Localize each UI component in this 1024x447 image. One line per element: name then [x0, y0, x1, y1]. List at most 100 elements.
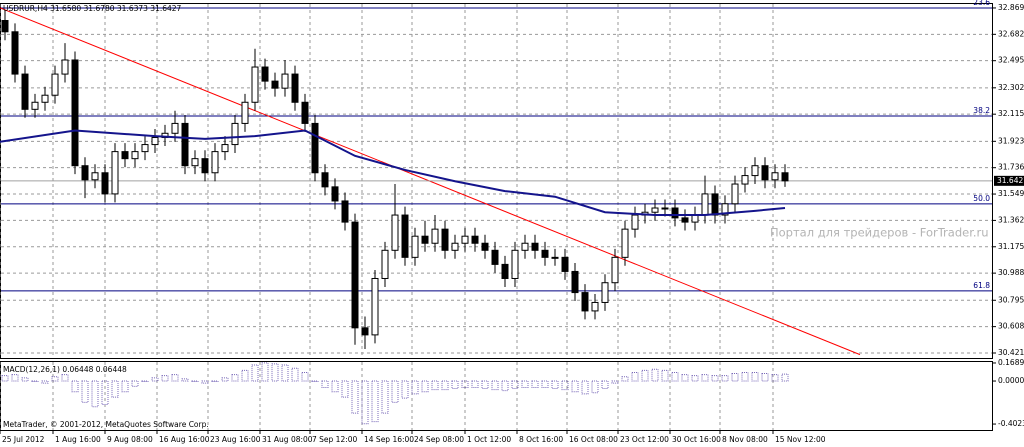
x-tick-label: 14 Sep 16:00 [364, 435, 414, 444]
macd-bar [681, 374, 689, 382]
fib-label: 50.0 [973, 194, 990, 203]
macd-bar [461, 380, 469, 388]
macd-bar [591, 380, 599, 394]
candle-body [581, 292, 589, 312]
candle-body [271, 80, 279, 89]
macd-bar [391, 380, 399, 403]
y-tick-label: 32.3025 [998, 83, 1024, 92]
candle-body [461, 235, 469, 244]
x-tick-label: 31 Aug 08:00 [262, 435, 313, 444]
candle-body [471, 235, 479, 244]
candle-body [341, 200, 349, 223]
candle-body [411, 235, 419, 258]
x-tick-label: 23 Oct 12:00 [620, 435, 669, 444]
macd-bar [61, 374, 69, 382]
y-tick-label: 31.9230 [998, 136, 1024, 145]
candle-body [591, 301, 599, 312]
macd-bar [41, 380, 49, 384]
candle-body [311, 122, 319, 174]
macd-bar [701, 374, 709, 382]
candle-body [701, 193, 709, 216]
candle-body [441, 228, 449, 251]
macd-bar [491, 380, 499, 391]
macd-bar [741, 371, 749, 382]
candle-body [301, 101, 309, 124]
candle-body [51, 73, 59, 96]
macd-bar [361, 380, 369, 425]
macd-bar [531, 380, 539, 388]
fib-label: 61.8 [973, 281, 990, 290]
candle-body [31, 101, 39, 110]
x-tick-label: 8 Nov 08:00 [722, 435, 768, 444]
candle-body [521, 242, 529, 251]
candle-body [671, 207, 679, 219]
x-tick-label: 15 Nov 12:00 [775, 435, 826, 444]
candle-body [351, 221, 359, 329]
header: USDRUR,H4 31.6580 31.6780 31.6373 31.642… [3, 4, 182, 13]
macd-bar [21, 377, 29, 382]
candle-body [491, 249, 499, 265]
candle-body [651, 207, 659, 213]
candle-body [751, 165, 759, 177]
macd-bar [731, 373, 739, 382]
candle-body [261, 66, 269, 82]
candle-body [171, 122, 179, 134]
x-tick-label: 1 Aug 16:00 [55, 435, 101, 444]
y-tick-label: 30.6085 [998, 322, 1024, 331]
candle-body [361, 327, 369, 336]
candle-body [101, 172, 109, 195]
macd-bar [631, 371, 639, 382]
macd-bar [501, 380, 509, 392]
copyright: MetaTrader, © 2001-2012, MetaQuotes Soft… [3, 420, 209, 429]
candle-body [71, 59, 79, 167]
y-tick-label: 30.9880 [998, 268, 1024, 277]
macd-bar [431, 380, 439, 391]
candle-body [771, 172, 779, 181]
candle-body [381, 249, 389, 279]
macd-bar [31, 380, 39, 383]
macd-bar [331, 380, 339, 393]
candle-body [511, 249, 519, 279]
candle-body [551, 256, 559, 259]
macd-bar [601, 380, 609, 390]
candle-body [451, 242, 459, 251]
x-tick-label: 25 Jul 2012 [2, 435, 45, 444]
macd-bar [691, 375, 699, 382]
macd-bar [341, 380, 349, 398]
candle-body [41, 94, 49, 103]
macd-bar [231, 374, 239, 382]
candle-body [761, 165, 769, 181]
candle-body [231, 122, 239, 146]
x-tick-label: 1 Oct 12:00 [467, 435, 511, 444]
candle-body [571, 270, 579, 294]
price-box [994, 175, 1024, 186]
macd-bar [781, 373, 789, 382]
x-tick-label: 8 Oct 16:00 [519, 435, 563, 444]
macd-bar [351, 380, 359, 414]
macd-bar [131, 380, 139, 387]
candle-body [611, 256, 619, 284]
candle-body [431, 228, 439, 244]
x-tick-label: 23 Aug 16:00 [210, 435, 261, 444]
candle-body [501, 263, 509, 279]
macd-label: MACD(12,26,1) 0.06448 0.06448 [3, 365, 127, 374]
y-tick-label: 30.4215 [998, 348, 1024, 357]
moving-average [0, 129, 786, 217]
candle-body [421, 235, 429, 244]
x-tick-label: 30 Oct 16:00 [672, 435, 721, 444]
candle-body [661, 207, 669, 210]
y-tick-label: 30.7955 [998, 295, 1024, 304]
macd-bar [721, 375, 729, 382]
macd-bar [81, 380, 89, 403]
macd-bar [311, 380, 319, 383]
macd-bar [111, 380, 119, 398]
candle-body [331, 186, 339, 202]
macd-bar [301, 371, 309, 382]
macd-bar [51, 376, 59, 382]
macd-bar [671, 371, 679, 382]
x-tick-label: 9 Aug 08:00 [107, 435, 153, 444]
candle-body [401, 214, 409, 258]
macd-bar [621, 376, 629, 382]
macd-bar [381, 380, 389, 414]
